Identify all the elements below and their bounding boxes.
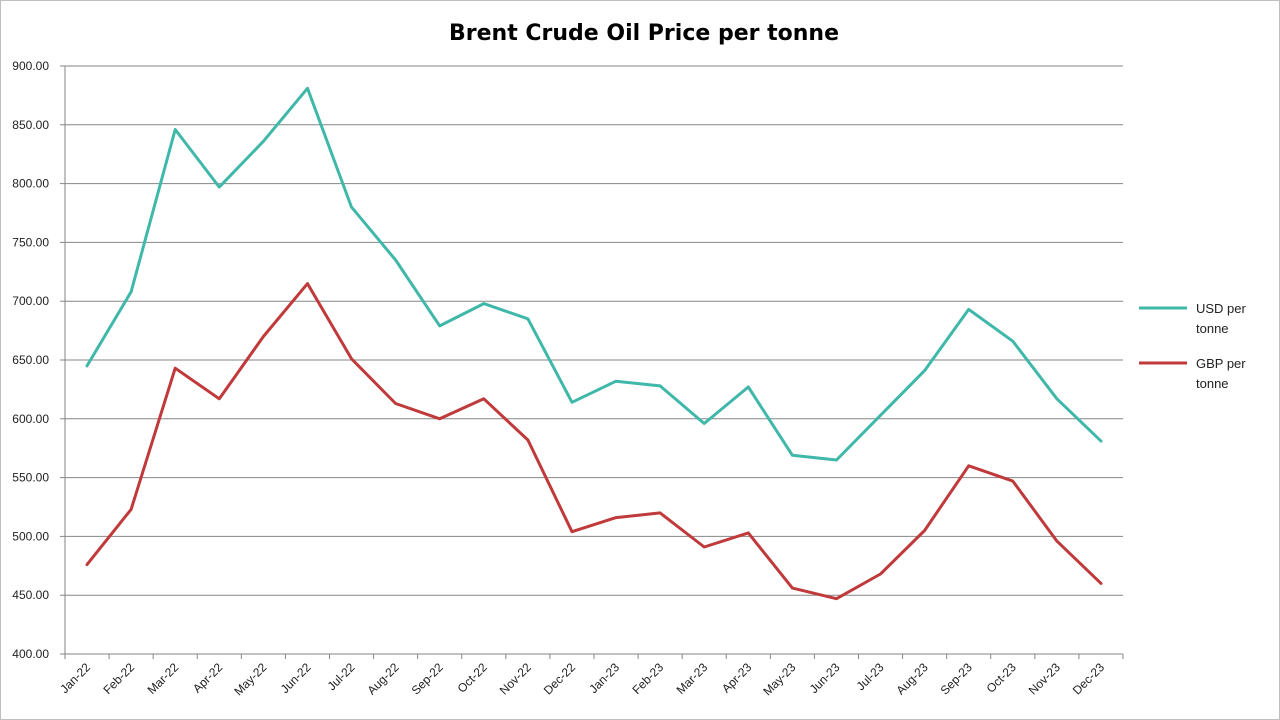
y-tick-label: 850.00 xyxy=(12,118,49,132)
chart-title: Brent Crude Oil Price per tonne xyxy=(449,21,839,46)
x-tick-label: Nov-23 xyxy=(1026,660,1063,697)
y-tick-label: 900.00 xyxy=(12,59,49,73)
gridlines xyxy=(65,65,1123,596)
legend-label: tonne xyxy=(1196,376,1229,391)
y-tick-label: 400.00 xyxy=(12,647,49,661)
x-tick-label: Feb-23 xyxy=(629,660,666,697)
x-tick-label: Mar-23 xyxy=(674,660,711,697)
x-tick-label: Mar-22 xyxy=(145,660,182,697)
legend-label: USD per xyxy=(1196,301,1247,316)
x-tick-label: Nov-22 xyxy=(497,660,534,697)
x-tick-label: Oct-22 xyxy=(455,660,491,696)
x-tick-label: Jun-23 xyxy=(807,660,843,696)
legend-label: tonne xyxy=(1196,321,1229,336)
x-axis-ticks: Jan-22 Feb-22 Mar-22 Apr-22 May-22 Jun-22 Jul-… xyxy=(57,654,1124,698)
legend: USD per tonne GBP per tonne xyxy=(1139,301,1247,391)
x-tick-label: Sep-23 xyxy=(938,660,975,697)
series-lines xyxy=(85,86,1103,601)
x-tick-label: Jul-23 xyxy=(854,660,887,693)
legend-label: GBP per xyxy=(1196,356,1246,371)
x-tick-label: Jan-23 xyxy=(586,660,622,696)
x-tick-label: Apr-22 xyxy=(190,660,226,696)
y-tick-label: 600.00 xyxy=(12,412,49,426)
x-tick-label: Jun-22 xyxy=(278,660,314,696)
y-tick-label: 450.00 xyxy=(12,588,49,602)
x-tick-label: Apr-23 xyxy=(719,660,755,696)
y-tick-label: 800.00 xyxy=(12,177,49,191)
x-tick-label: Aug-22 xyxy=(364,660,401,697)
x-tick-label: Dec-22 xyxy=(541,660,578,697)
x-tick-label: Jul-22 xyxy=(325,660,358,693)
x-tick-label: May-22 xyxy=(231,660,269,698)
x-tick-label: Feb-22 xyxy=(100,660,137,697)
y-tick-label: 700.00 xyxy=(12,294,49,308)
y-tick-label: 650.00 xyxy=(12,353,49,367)
x-tick-label: Oct-23 xyxy=(984,660,1020,696)
series-line-usd xyxy=(85,86,1103,462)
x-tick-label: Sep-22 xyxy=(409,660,446,697)
x-tick-label: Jan-22 xyxy=(57,660,93,696)
x-tick-label: Aug-23 xyxy=(893,660,930,697)
series-line-gbp xyxy=(85,282,1103,601)
y-tick-label: 500.00 xyxy=(12,529,49,543)
y-tick-label: 550.00 xyxy=(12,471,49,485)
x-tick-label: May-23 xyxy=(760,660,798,698)
x-tick-label: Dec-23 xyxy=(1070,660,1107,697)
y-tick-label: 750.00 xyxy=(12,235,49,249)
y-axis-ticks: 400.00 450.00 500.00 550.00 600.00 650.00 700.… xyxy=(12,59,65,661)
